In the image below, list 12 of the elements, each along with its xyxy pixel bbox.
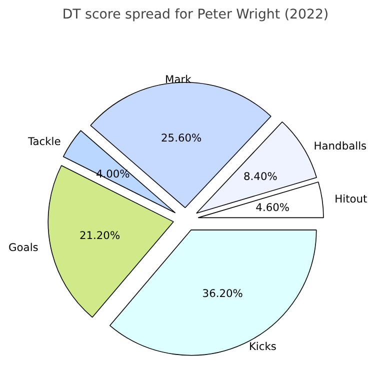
slice-label: Handballs: [314, 139, 368, 152]
slice-label: Mark: [165, 73, 192, 86]
slice-label: Hitout: [334, 192, 368, 206]
data-label: 21.20%: [79, 229, 120, 242]
data-label: 4.60%: [256, 201, 290, 214]
data-label: 36.20%: [202, 286, 243, 300]
slice-label: Tackle: [26, 134, 61, 148]
data-label: 25.60%: [161, 131, 202, 144]
slice-label: Kicks: [248, 340, 277, 353]
slice-label: Goals: [8, 240, 39, 254]
data-label: 8.40%: [244, 170, 278, 183]
chart-title: DT score spread for Peter Wright (2022): [62, 8, 329, 22]
